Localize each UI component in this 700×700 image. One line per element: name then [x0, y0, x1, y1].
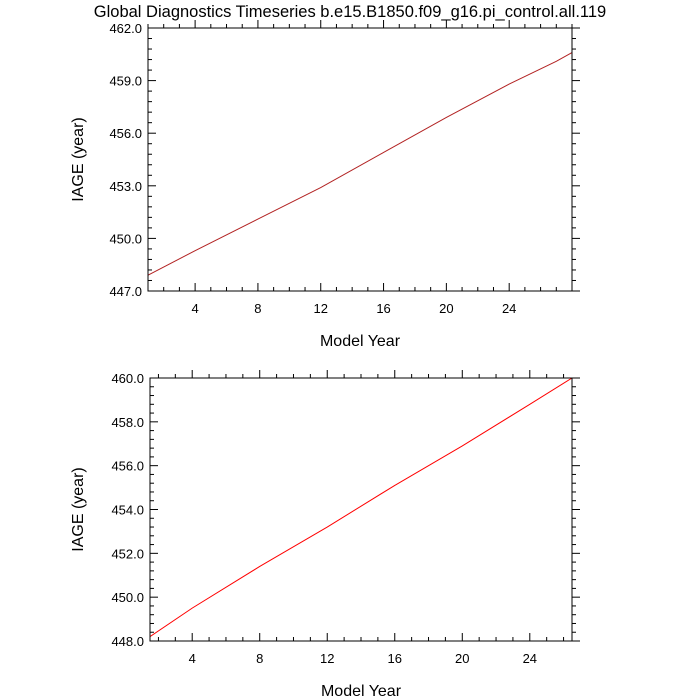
x-tick-label: 24 [523, 651, 537, 666]
x-tick-label: 4 [191, 301, 198, 316]
y-tick-label: 462.0 [109, 21, 142, 36]
y-tick-label: 447.0 [109, 284, 142, 299]
y-axis-label: IAGE (year) [70, 117, 87, 201]
x-tick-label: 24 [502, 301, 516, 316]
x-axis-label: Model Year [320, 333, 401, 350]
x-tick-label: 12 [320, 651, 334, 666]
y-tick-label: 458.0 [111, 415, 144, 430]
x-tick-label: 8 [254, 301, 261, 316]
bottom-panel: 4 8 12 16 20 24 448.0 450.0 452.0 454.0 456.0 458.0… [70, 370, 580, 700]
y-tick-label: 460.0 [111, 371, 144, 386]
y-tick-label: 459.0 [109, 74, 142, 89]
y-tick-label: 450.0 [109, 231, 142, 246]
y-tick-label: 456.0 [111, 459, 144, 474]
y-tick-label: 453.0 [109, 179, 142, 194]
x-tick-label: 12 [314, 301, 328, 316]
plot-frame [147, 27, 573, 292]
x-tick-label: 20 [455, 651, 469, 666]
top-panel: 4 8 12 16 20 24 447.0 450.0 453.0 456.0 459.0 462.0… [70, 20, 580, 350]
y-tick-label: 452.0 [111, 546, 144, 561]
series-line [149, 377, 573, 638]
y-tick-label: 454.0 [111, 503, 144, 518]
x-axis-label: Model Year [321, 683, 402, 700]
y-axis-label: IAGE (year) [70, 467, 87, 551]
series-line [147, 52, 573, 276]
y-tick-label: 448.0 [111, 634, 144, 649]
x-tick-label: 20 [439, 301, 453, 316]
x-tick-label: 8 [256, 651, 263, 666]
y-tick-label: 450.0 [111, 590, 144, 605]
chart-title: Global Diagnostics Timeseries b.e15.B185… [94, 3, 606, 21]
x-tick-label: 16 [376, 301, 390, 316]
x-tick-label: 16 [388, 651, 402, 666]
y-tick-label: 456.0 [109, 126, 142, 141]
x-tick-label: 4 [189, 651, 196, 666]
